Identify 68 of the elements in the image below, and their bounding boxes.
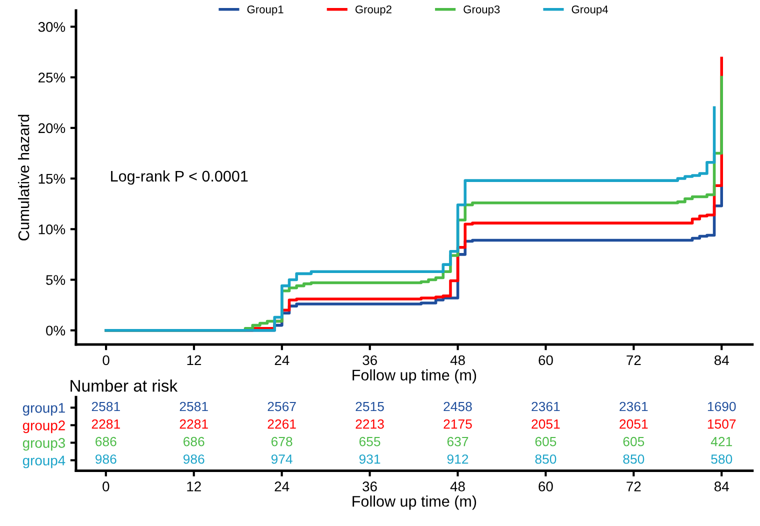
x-tick-label: 0 [102, 482, 110, 492]
x-tick-label: 24 [274, 355, 290, 366]
y-tick-label: group3 [22, 438, 65, 451]
data-label: 580 [711, 454, 732, 464]
data-label: 637 [447, 436, 468, 446]
y-tick-label: 5% [46, 275, 66, 285]
data-label: 2281 [180, 419, 208, 429]
data-label: 605 [623, 436, 644, 446]
data-label: 2581 [92, 402, 120, 412]
data-label: 686 [184, 436, 204, 446]
data-label: 2515 [356, 402, 384, 412]
data-label: 931 [359, 454, 380, 464]
legend-label: Group1 [247, 5, 284, 16]
x-tick-label: 84 [714, 482, 729, 492]
x-tick-label: 0 [102, 355, 110, 366]
y-tick-label: 30% [38, 22, 66, 32]
data-label: 2458 [444, 402, 472, 412]
data-label: 678 [271, 436, 292, 446]
x-tick-label: 12 [187, 355, 202, 366]
data-label: 686 [96, 436, 116, 446]
data-label: 421 [710, 436, 732, 446]
x-axis-title: Follow up time (m) [352, 496, 476, 510]
x-tick-label: 72 [626, 482, 641, 492]
data-label: 2261 [268, 419, 296, 429]
x-tick-label: 36 [362, 482, 377, 492]
x-tick-label: 12 [187, 482, 201, 492]
data-label: 2051 [532, 419, 560, 429]
data-label: 605 [535, 436, 556, 446]
data-label: 2213 [356, 419, 384, 429]
data-label: 850 [623, 454, 644, 464]
data-label: 2361 [532, 402, 560, 412]
data-label: 2281 [92, 419, 120, 429]
legend-label: Group2 [355, 5, 392, 16]
y-axis-title: Cumulative hazard [18, 114, 30, 240]
data-label: 986 [183, 454, 204, 464]
x-tick-label: 48 [450, 482, 465, 492]
chart-title: Number at risk [70, 379, 178, 392]
y-tick-label: 20% [38, 123, 66, 134]
data-label: 2581 [180, 402, 208, 412]
y-tick-label: 25% [38, 72, 66, 82]
annotation: Log-rank P < 0.0001 [111, 170, 248, 185]
data-label: 850 [535, 454, 556, 464]
x-tick-label: 60 [538, 482, 553, 492]
data-label: 655 [359, 436, 380, 446]
data-label: 2175 [444, 419, 472, 429]
data-label: 912 [447, 454, 468, 464]
y-tick-label: 0% [46, 326, 66, 336]
data-label: 1690 [708, 402, 736, 412]
x-tick-label: 36 [362, 355, 377, 366]
y-tick-label: 15% [38, 174, 66, 184]
x-tick-label: 48 [450, 355, 465, 366]
legend-label: Group3 [464, 5, 500, 16]
y-tick-label: 10% [38, 224, 66, 234]
x-tick-label: 24 [274, 482, 290, 492]
y-tick-label: group1 [22, 403, 65, 416]
y-tick-label: group2 [22, 420, 65, 434]
data-label: 974 [271, 454, 292, 464]
data-label: 2051 [620, 419, 648, 429]
data-label: 2567 [268, 402, 296, 412]
legend-label: Group4 [572, 5, 608, 16]
data-label: 986 [96, 454, 116, 464]
y-tick-label: group4 [22, 456, 66, 468]
data-label: 1507 [708, 419, 736, 429]
x-axis-title: Follow up time (m) [352, 369, 476, 384]
x-tick-label: 84 [714, 355, 729, 366]
x-tick-label: 72 [626, 355, 641, 366]
data-label: 2361 [620, 402, 648, 412]
x-tick-label: 60 [538, 355, 553, 366]
